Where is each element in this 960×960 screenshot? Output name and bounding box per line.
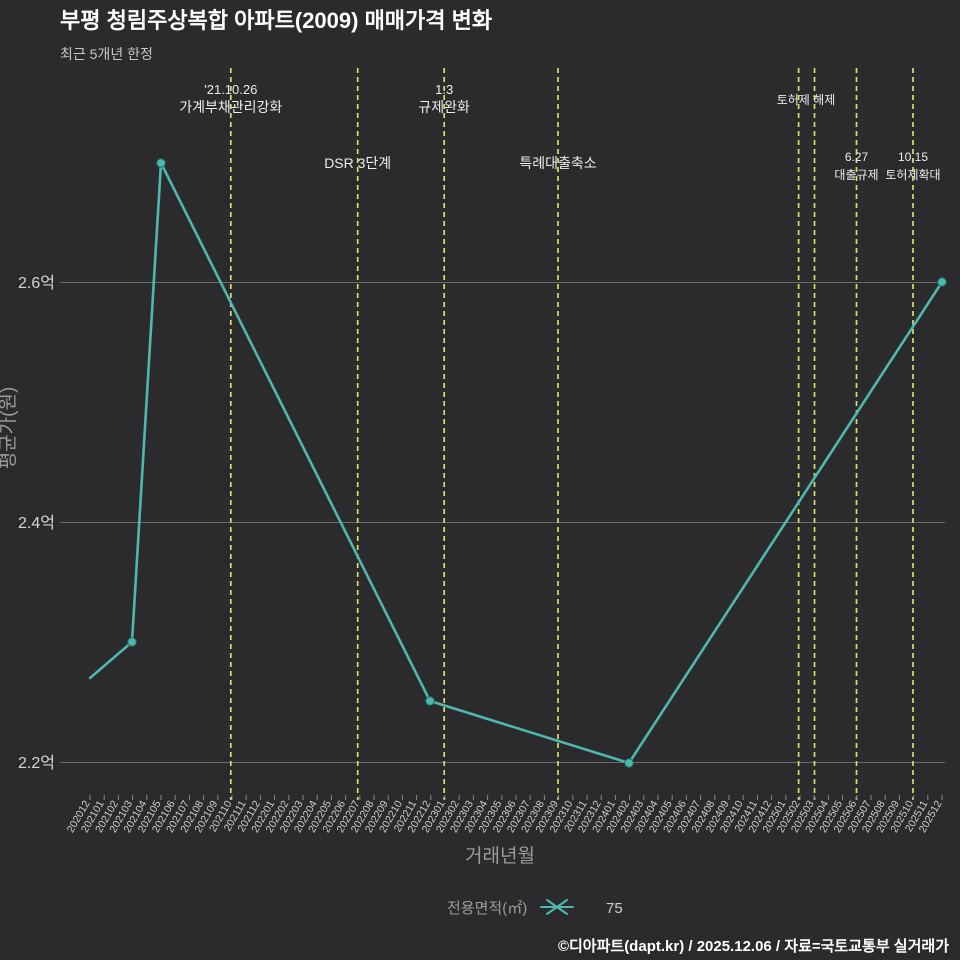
svg-text:1.3: 1.3 — [435, 82, 453, 97]
svg-text:'21.10.26: '21.10.26 — [204, 82, 257, 97]
svg-text:6.27: 6.27 — [845, 150, 869, 164]
svg-text:©디아파트(dapt.kr) / 2025.12.06 /: ©디아파트(dapt.kr) / 2025.12.06 / 자료=국토교통부 실… — [558, 938, 949, 955]
svg-text:전용면적(㎡): 전용면적(㎡) — [447, 900, 527, 917]
svg-text:최근 5개년 한정: 최근 5개년 한정 — [60, 46, 153, 62]
svg-text:토허제 해제: 토허제 해제 — [777, 93, 836, 107]
svg-text:2.6억: 2.6억 — [18, 274, 55, 292]
svg-text:평균가(원): 평균가(원) — [0, 387, 19, 470]
svg-text:규제완화: 규제완화 — [418, 99, 470, 115]
svg-text:거래년월: 거래년월 — [465, 845, 535, 867]
svg-text:10.15: 10.15 — [898, 150, 928, 164]
svg-text:토허제확대: 토허제확대 — [885, 168, 940, 182]
svg-text:부평 청림주상복합 아파트(2009) 매매가격 변화: 부평 청림주상복합 아파트(2009) 매매가격 변화 — [60, 8, 492, 33]
svg-text:DSR 3단계: DSR 3단계 — [324, 155, 391, 171]
svg-text:대출규제: 대출규제 — [834, 168, 878, 182]
svg-text:2.4억: 2.4억 — [18, 514, 55, 532]
svg-text:가계부채관리강화: 가계부채관리강화 — [179, 99, 282, 115]
svg-text:특례대출축소: 특례대출축소 — [519, 155, 596, 171]
svg-text:2.2억: 2.2억 — [18, 754, 55, 772]
svg-text:75: 75 — [606, 900, 623, 917]
